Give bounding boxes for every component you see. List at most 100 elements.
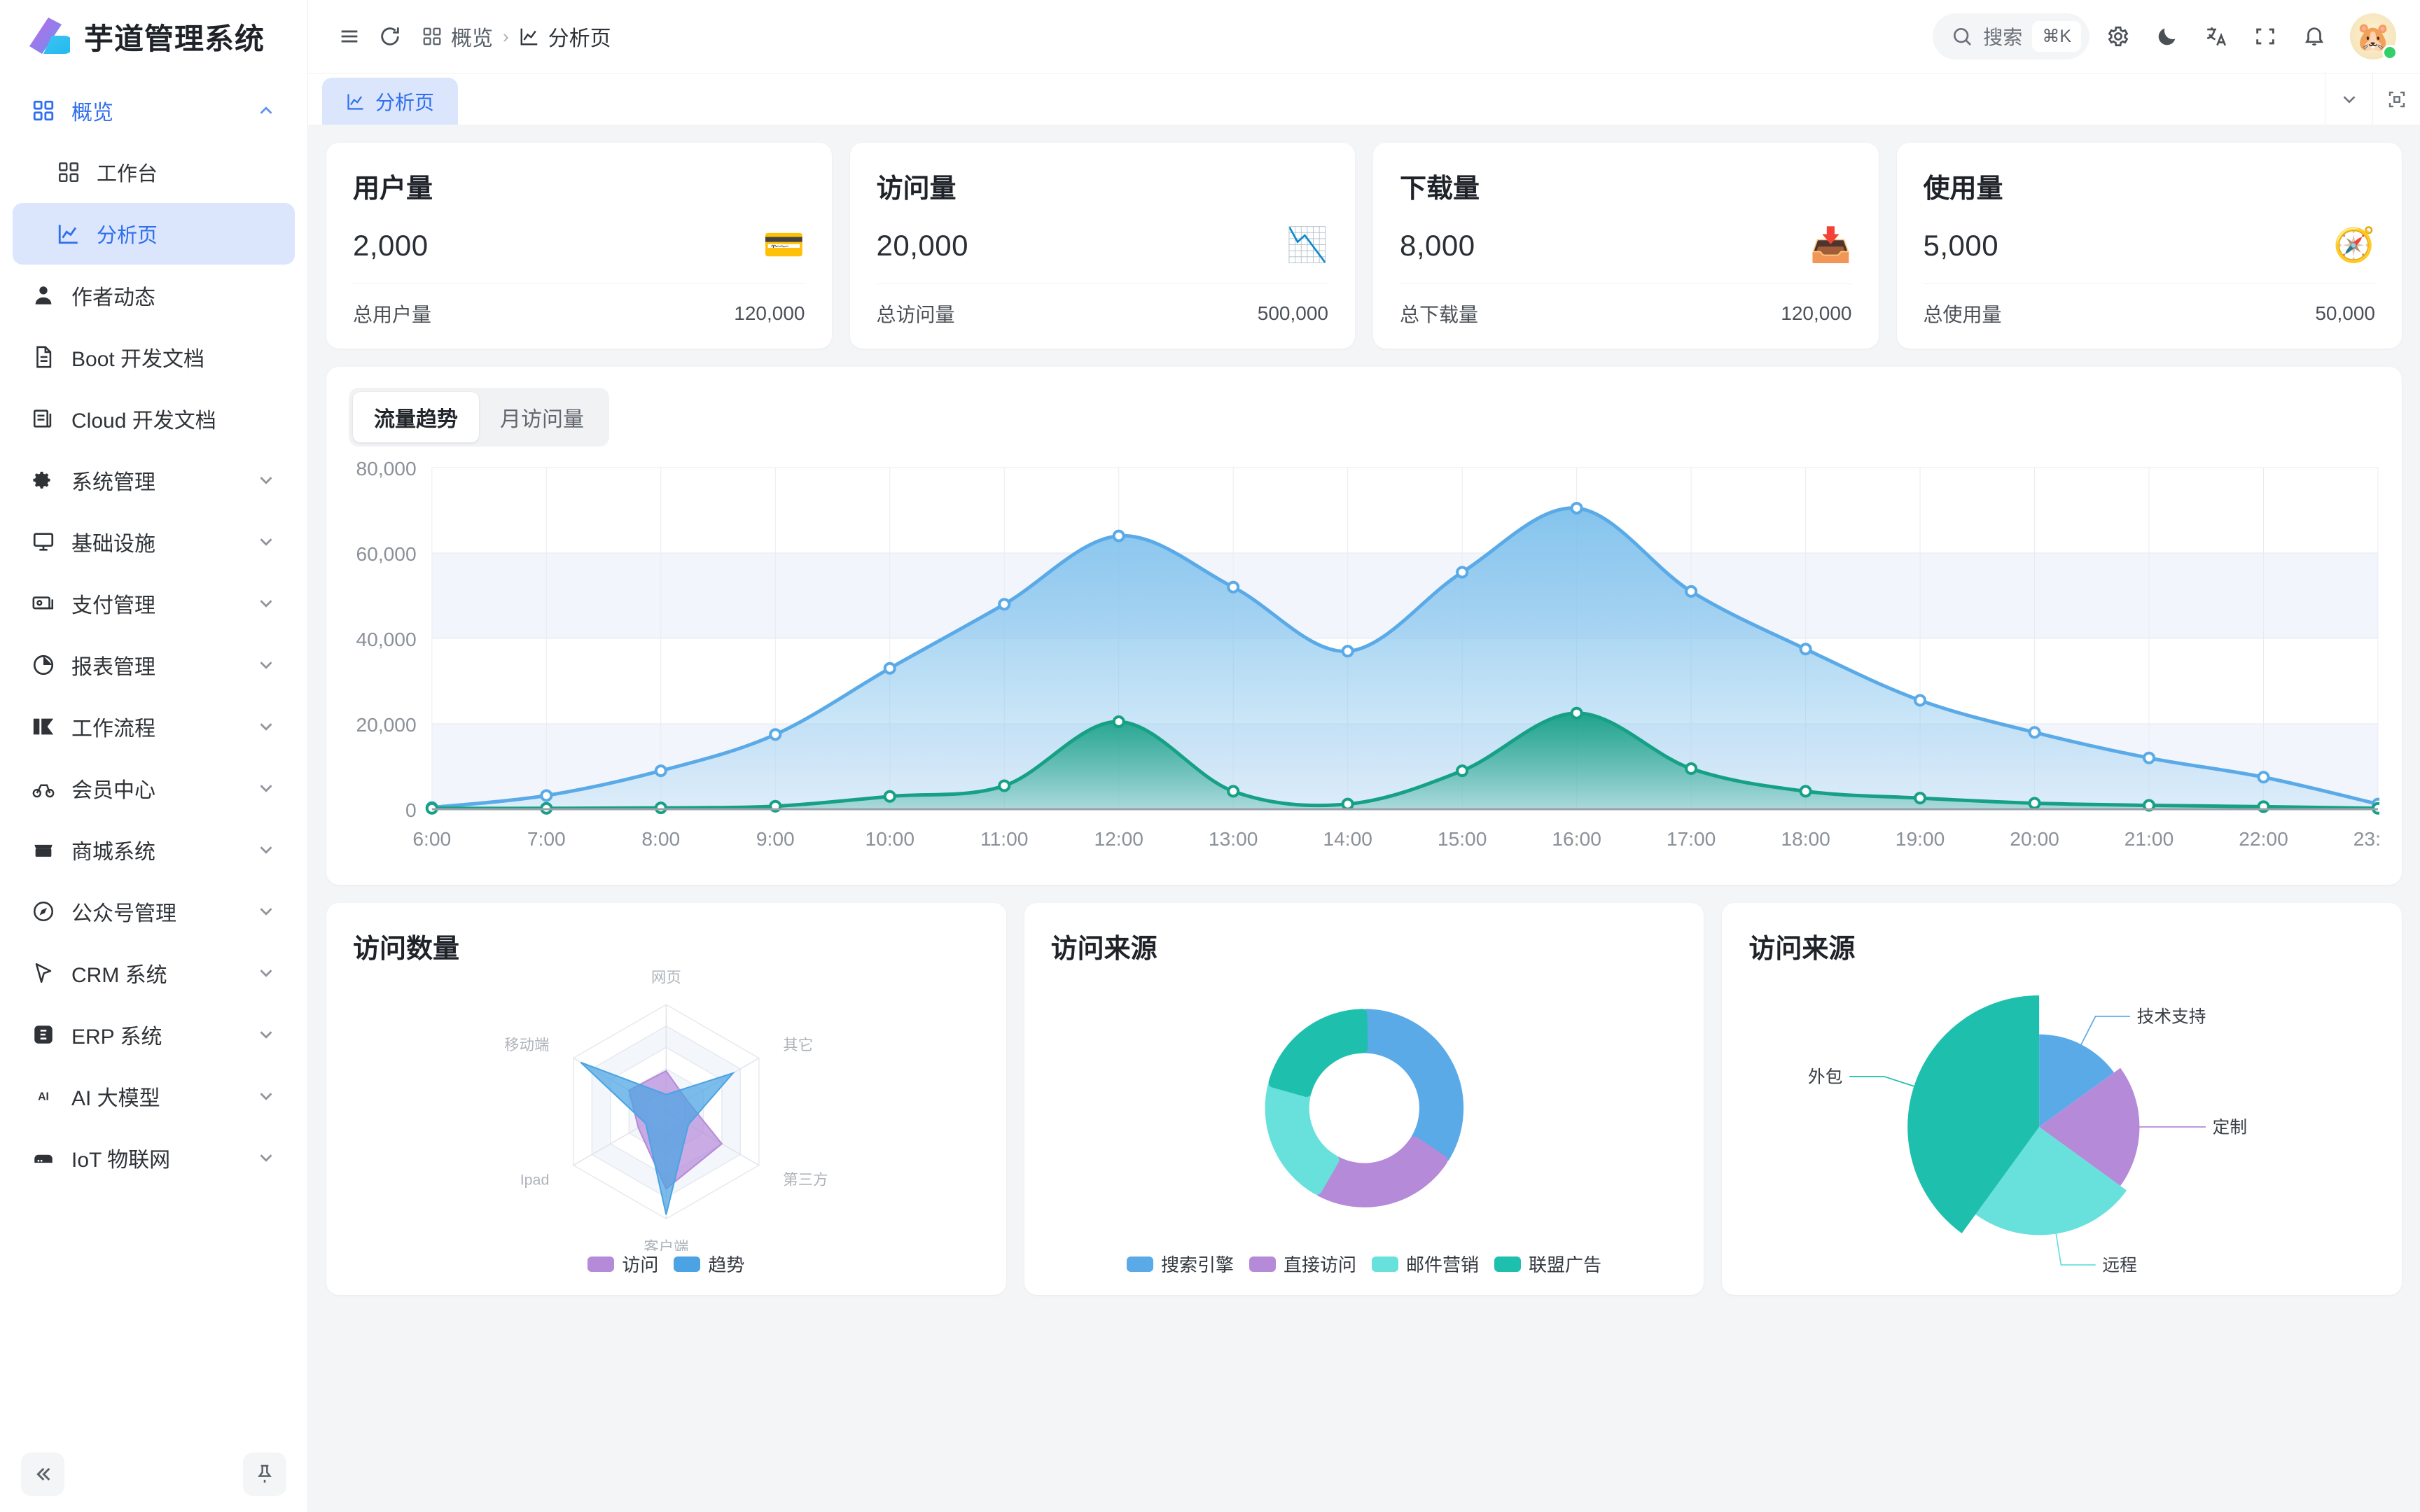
stat-foot-label: 总下载量 [1400, 304, 1479, 326]
stat-card-usage: 使用量 5,000 🧭 总使用量 50,000 [1896, 143, 2402, 349]
svg-text:AI: AI [38, 1091, 49, 1103]
chevron-down-icon [260, 785, 272, 792]
main-area: 概览 › 分析页 搜索 ⌘K [308, 0, 2420, 1512]
sidebar-item-payment-management[interactable]: 支付管理 [13, 573, 295, 634]
trend-tab-traffic[interactable]: 流量趋势 [353, 392, 479, 442]
shop-icon [31, 837, 56, 862]
radar-chart: 网页 其它 第三方 客户端 Ipad 移动端 [353, 965, 980, 1251]
sidebar-item-cloud-docs[interactable]: Cloud 开发文档 [13, 388, 295, 449]
fullscreen-button[interactable] [2245, 16, 2286, 57]
donut-chart-svg [1265, 1009, 1463, 1208]
erp-icon [31, 1022, 56, 1047]
stat-value: 2,000 [353, 229, 429, 262]
sidebar-item-label: 工作流程 [71, 718, 155, 741]
docs-icon [31, 406, 56, 431]
sidebar-item-erp-system[interactable]: ERP 系统 [13, 1004, 295, 1065]
chevron-down-icon [260, 538, 272, 546]
sidebar-item-iot[interactable]: IoT 物联网 [13, 1127, 295, 1189]
refresh-button[interactable] [370, 16, 410, 57]
notifications-button[interactable] [2294, 16, 2335, 57]
sidebar-nav: 概览 工作台 分析页 [0, 73, 307, 1436]
chevron-down-icon [260, 662, 272, 669]
legend-item[interactable]: 搜索引擎 [1126, 1251, 1234, 1277]
legend-item[interactable]: 趋势 [674, 1251, 744, 1277]
tab-analysis[interactable]: 分析页 [322, 78, 459, 125]
search-input[interactable]: 搜索 ⌘K [1933, 13, 2089, 59]
pin-icon [258, 1464, 272, 1483]
tabbar-controls [2325, 74, 2420, 125]
tab-label: 分析页 [375, 91, 435, 113]
chevron-down-icon [260, 723, 272, 731]
sidebar-item-member-center[interactable]: 会员中心 [13, 757, 295, 819]
download-icon: 📥 [1809, 227, 1852, 264]
brand-title: 芋道管理系统 [84, 22, 265, 55]
sidebar: 芋道管理系统 概览 [0, 0, 308, 1512]
svg-text:20,000: 20,000 [356, 714, 416, 736]
search-icon [1954, 28, 1972, 46]
sidebar-item-workflow[interactable]: 工作流程 [13, 696, 295, 757]
svg-text:23:00: 23:00 [2353, 828, 2379, 850]
svg-text:14:00: 14:00 [1323, 828, 1372, 850]
chevron-up-icon [260, 106, 272, 114]
sidebar-item-overview[interactable]: 概览 [13, 80, 295, 141]
visit-source-rose-card: 访问来源 技术支持 定制 远程 外包 [1722, 903, 2402, 1295]
sidebar-item-author-news[interactable]: 作者动态 [13, 265, 295, 326]
breadcrumb-item-overview[interactable]: 概览 [422, 21, 493, 52]
sidebar-item-crm-system[interactable]: CRM 系统 [13, 942, 295, 1004]
pin-sidebar-button[interactable] [243, 1452, 286, 1496]
chevron-down-icon [260, 908, 272, 916]
grid-icon [423, 27, 441, 46]
sidebar-item-system-management[interactable]: 系统管理 [13, 449, 295, 511]
gear-icon [31, 468, 56, 493]
avatar[interactable]: 🐹 [2350, 13, 2398, 60]
legend-label: 趋势 [708, 1254, 745, 1275]
svg-text:Ipad: Ipad [520, 1172, 550, 1189]
translate-icon [2206, 27, 2226, 46]
svg-text:20:00: 20:00 [2010, 828, 2059, 850]
legend-item[interactable]: 邮件营销 [1372, 1251, 1479, 1277]
ai-icon: AI [31, 1084, 56, 1109]
maximize-content-button[interactable] [2372, 74, 2420, 125]
language-button[interactable] [2196, 16, 2237, 57]
stat-value: 20,000 [876, 229, 968, 262]
sidebar-item-workbench[interactable]: 工作台 [13, 141, 295, 203]
legend-item[interactable]: 访问 [587, 1251, 658, 1277]
search-shortcut: ⌘K [2032, 21, 2081, 52]
sidebar-item-infrastructure[interactable]: 基础设施 [13, 511, 295, 573]
legend-item[interactable]: 直接访问 [1249, 1251, 1356, 1277]
svg-text:9:00: 9:00 [756, 828, 795, 850]
sidebar-item-official-account[interactable]: 公众号管理 [13, 881, 295, 942]
cursor-icon [31, 960, 56, 986]
stat-foot-value: 120,000 [1781, 302, 1852, 324]
tab-dropdown-button[interactable] [2325, 74, 2372, 125]
stat-foot-label: 总访问量 [876, 304, 955, 326]
pie-icon [31, 652, 56, 678]
sidebar-item-report-management[interactable]: 报表管理 [13, 634, 295, 696]
breadcrumb-item-analysis[interactable]: 分析页 [519, 21, 611, 52]
sidebar-item-ai-model[interactable]: AI AI 大模型 [13, 1065, 295, 1127]
trend-tab-monthly[interactable]: 月访问量 [500, 408, 584, 431]
svg-text:6:00: 6:00 [412, 828, 451, 850]
dark-mode-button[interactable] [2147, 16, 2188, 57]
hamburger-icon [341, 30, 358, 43]
collapse-sidebar-button[interactable] [21, 1452, 64, 1496]
stat-cards: 用户量 2,000 💳 总用户量 120,000 访问量 20,000 [326, 143, 2402, 349]
page-tabbar: 分析页 [308, 73, 2420, 125]
legend-color-chip [1126, 1256, 1153, 1272]
brand[interactable]: 芋道管理系统 [0, 0, 307, 73]
legend-label: 邮件营销 [1406, 1254, 1480, 1275]
legend-color-chip [1494, 1256, 1522, 1272]
doc-icon [31, 344, 56, 370]
menu-toggle-button[interactable] [329, 16, 370, 57]
svg-text:网页: 网页 [651, 969, 681, 986]
sidebar-item-label: Boot 开发文档 [71, 348, 205, 371]
user-icon [31, 283, 56, 308]
legend-item[interactable]: 联盟广告 [1494, 1251, 1601, 1277]
sidebar-item-boot-docs[interactable]: Boot 开发文档 [13, 326, 295, 388]
sidebar-item-analysis[interactable]: 分析页 [13, 203, 295, 265]
chevron-down-icon [260, 846, 272, 854]
sidebar-item-mall-system[interactable]: 商城系统 [13, 819, 295, 881]
bell-icon [2304, 27, 2324, 46]
grid-icon [31, 98, 56, 123]
settings-button[interactable] [2098, 16, 2139, 57]
